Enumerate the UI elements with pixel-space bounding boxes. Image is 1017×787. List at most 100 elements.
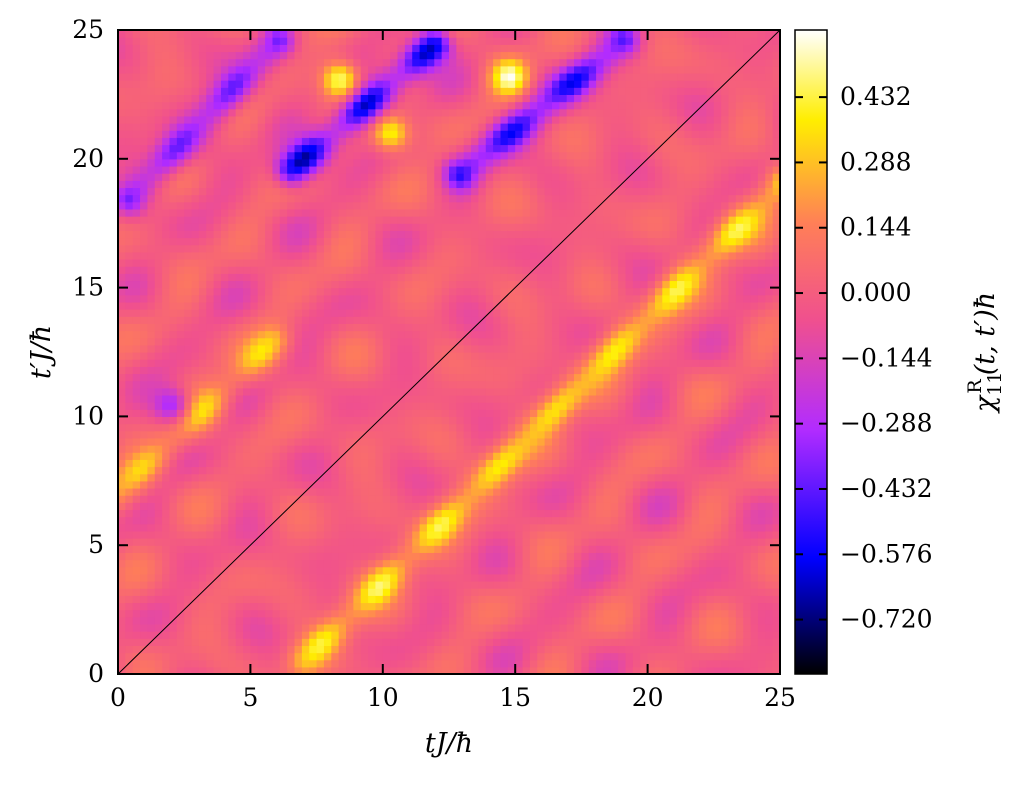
- heatmap-cell: [404, 94, 413, 103]
- heatmap-cell: [323, 380, 332, 389]
- heatmap-cell: [140, 344, 149, 353]
- heatmap-cell: [206, 316, 215, 324]
- heatmap-cell: [493, 452, 502, 460]
- heatmap-cell: [235, 301, 244, 310]
- heatmap-cell: [500, 473, 509, 482]
- heatmap-cell: [360, 258, 369, 267]
- heatmap-cell: [463, 638, 472, 646]
- heatmap-cell: [346, 573, 354, 582]
- heatmap-cell: [331, 123, 340, 131]
- heatmap-cell: [412, 44, 421, 53]
- heatmap-cell: [397, 530, 406, 539]
- heatmap-cell: [456, 545, 465, 553]
- heatmap-cell: [191, 337, 200, 346]
- heatmap-cell: [301, 437, 310, 446]
- heatmap-cell: [375, 552, 384, 561]
- heatmap-cell: [375, 402, 384, 410]
- heatmap-cell: [162, 487, 171, 496]
- heatmap-cell: [522, 588, 531, 596]
- heatmap-cell: [301, 473, 310, 482]
- heatmap-cell: [257, 44, 266, 53]
- heatmap-cell: [382, 301, 391, 310]
- heatmap-cell: [154, 230, 163, 239]
- heatmap-cell: [404, 545, 413, 553]
- heatmap-cell: [493, 545, 502, 553]
- heatmap-cell: [485, 423, 494, 432]
- heatmap-cell: [162, 509, 171, 518]
- heatmap-cell: [191, 430, 200, 439]
- heatmap-cell: [191, 609, 200, 618]
- heatmap-cell: [272, 416, 281, 425]
- heatmap-cell: [184, 416, 193, 425]
- heatmap-cell: [485, 602, 494, 611]
- heatmap-cell: [132, 487, 141, 496]
- heatmap-cell: [250, 287, 259, 296]
- heatmap-cell: [522, 387, 531, 396]
- heatmap-cell: [309, 495, 318, 503]
- heatmap-cell: [301, 323, 310, 332]
- heatmap-cell: [235, 595, 244, 604]
- heatmap-cell: [213, 44, 222, 53]
- heatmap-cell: [434, 51, 443, 60]
- heatmap-cell: [162, 258, 171, 267]
- heatmap-cell: [404, 216, 413, 224]
- heatmap-cell: [338, 309, 347, 317]
- heatmap-cell: [147, 123, 156, 131]
- heatmap-cell: [147, 588, 156, 596]
- heatmap-cell: [309, 287, 318, 296]
- heatmap-cell: [360, 208, 369, 217]
- heatmap-cell: [441, 87, 450, 95]
- heatmap-cell: [272, 330, 281, 339]
- heatmap-cell: [375, 645, 384, 654]
- heatmap-cell: [132, 294, 141, 303]
- heatmap-cell: [323, 280, 332, 289]
- heatmap-cell: [463, 58, 472, 67]
- heatmap-cell: [301, 258, 310, 267]
- heatmap-cell: [272, 394, 281, 403]
- heatmap-cell: [323, 545, 332, 553]
- heatmap-cell: [272, 130, 281, 138]
- heatmap-cell: [419, 287, 428, 296]
- heatmap-cell: [250, 509, 259, 518]
- heatmap-cell: [500, 580, 509, 589]
- heatmap-cell: [279, 301, 288, 310]
- heatmap-cell: [198, 44, 207, 53]
- heatmap-cell: [419, 294, 428, 303]
- heatmap-cell: [235, 194, 244, 203]
- heatmap-cell: [478, 51, 487, 60]
- heatmap-cell: [375, 373, 384, 382]
- heatmap-cell: [360, 316, 369, 324]
- heatmap-cell: [250, 108, 259, 117]
- heatmap-cell: [191, 552, 200, 561]
- heatmap-cell: [368, 309, 377, 317]
- heatmap-cell: [485, 652, 494, 661]
- heatmap-cell: [515, 65, 524, 74]
- heatmap-cell: [515, 380, 524, 389]
- heatmap-cell: [360, 645, 369, 654]
- heatmap-cell: [368, 223, 377, 231]
- heatmap-cell: [390, 480, 399, 489]
- heatmap-cell: [390, 130, 399, 138]
- heatmap-cell: [493, 430, 502, 439]
- heatmap-cell: [220, 330, 229, 339]
- heatmap-cell: [301, 309, 310, 317]
- heatmap-cell: [478, 538, 487, 546]
- heatmap-cell: [140, 416, 149, 425]
- heatmap-cell: [368, 194, 377, 203]
- heatmap-cell: [390, 580, 399, 589]
- heatmap-cell: [272, 445, 281, 453]
- heatmap-cell: [169, 538, 178, 546]
- heatmap-cell: [125, 101, 134, 110]
- heatmap-cell: [228, 158, 237, 167]
- heatmap-cell: [118, 538, 126, 546]
- heatmap-cell: [309, 573, 318, 582]
- heatmap-cell: [272, 509, 281, 518]
- heatmap-cell: [243, 237, 251, 246]
- heatmap-cell: [220, 516, 229, 525]
- heatmap-cell: [456, 559, 465, 568]
- heatmap-cell: [147, 80, 156, 88]
- heatmap-cell: [257, 123, 266, 131]
- heatmap-cell: [456, 359, 465, 367]
- heatmap-cell: [419, 44, 428, 53]
- heatmap-cell: [316, 158, 325, 167]
